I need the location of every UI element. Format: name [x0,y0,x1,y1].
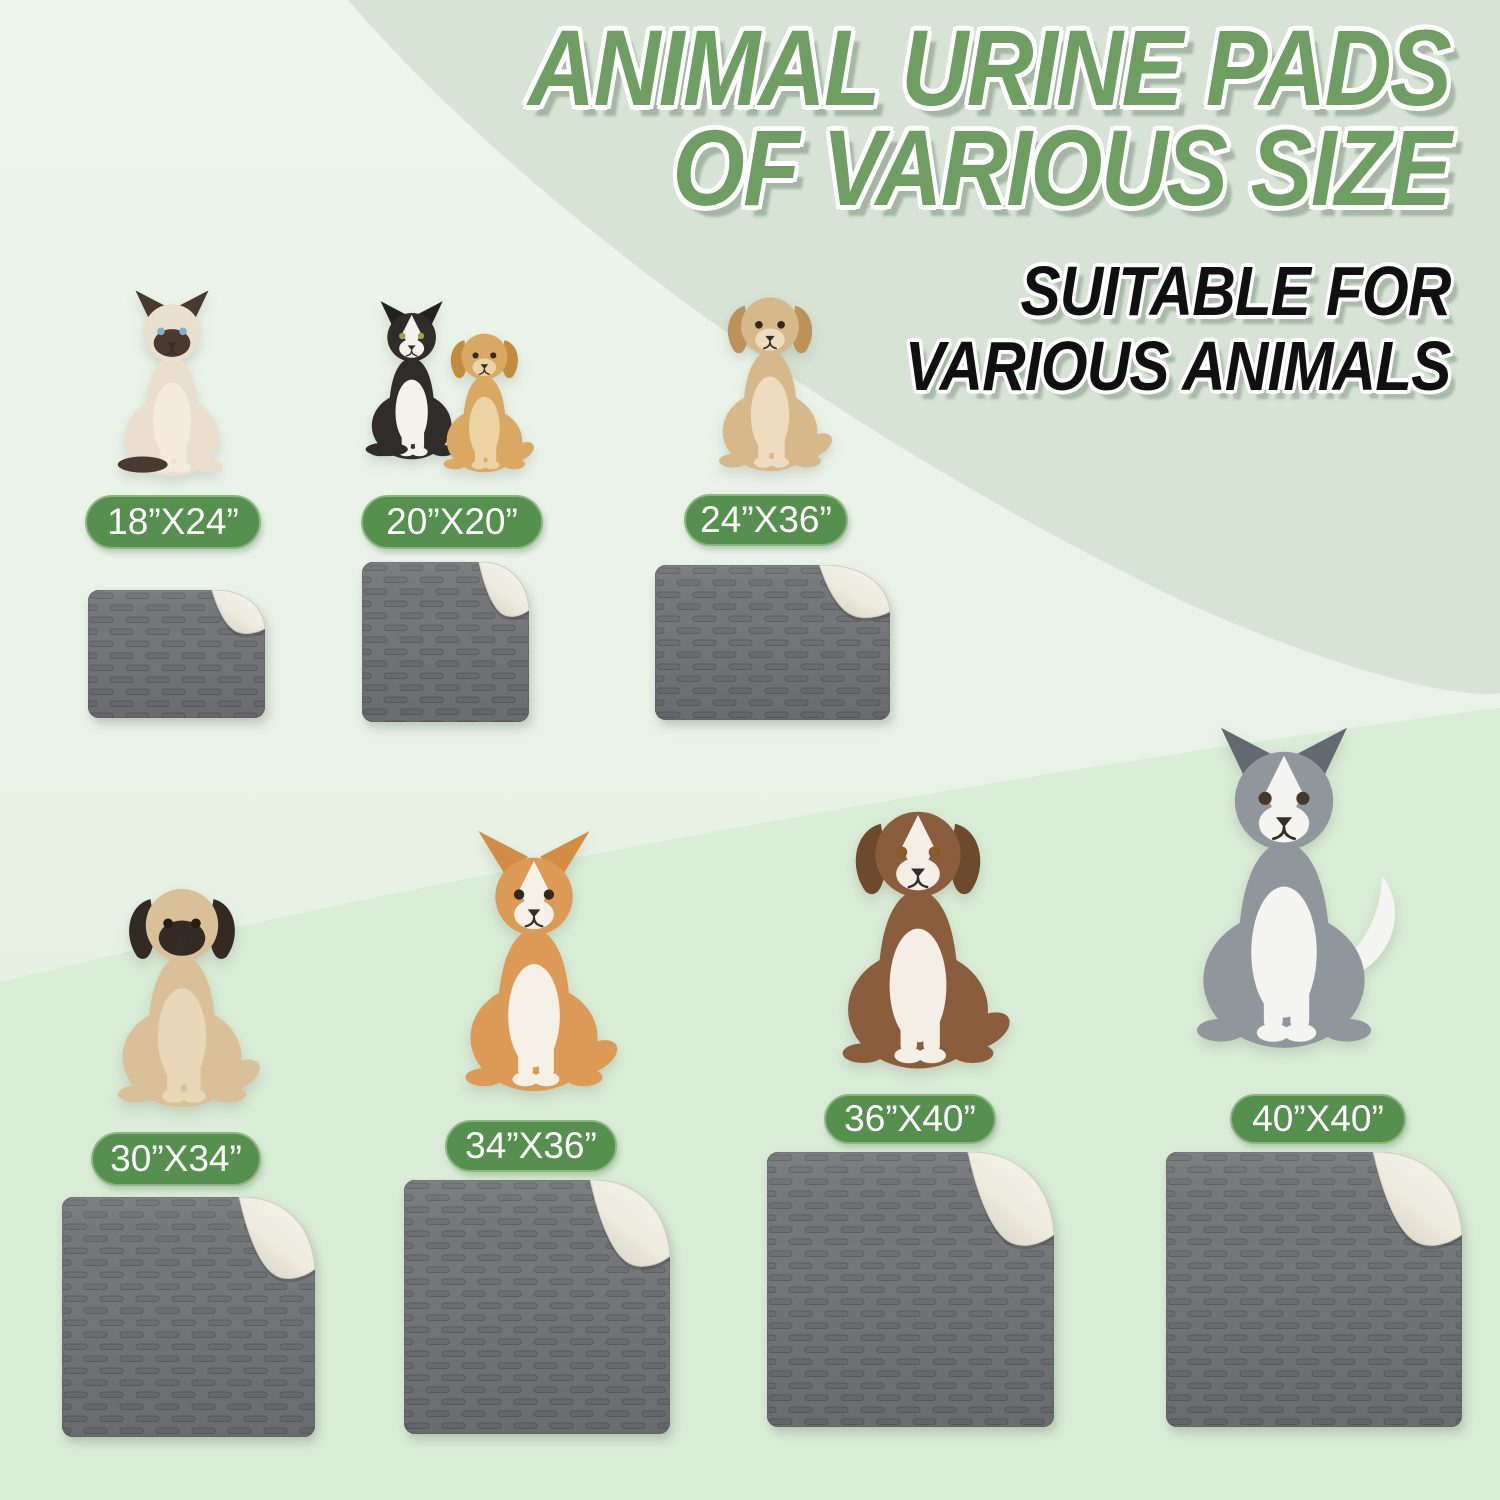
subtitle: SUITABLE FOR VARIOUS ANIMALS [904,254,1450,404]
subtitle-line-1: SUITABLE FOR [1019,252,1451,330]
page-title: ANIMAL URINE PADS OF VARIOUS SIZE [528,7,1452,229]
title-line-1: ANIMAL URINE PADS [528,7,1452,128]
title-line-2: OF VARIOUS SIZE [672,107,1451,229]
subtitle-line-2: VARIOUS ANIMALS [904,326,1450,405]
